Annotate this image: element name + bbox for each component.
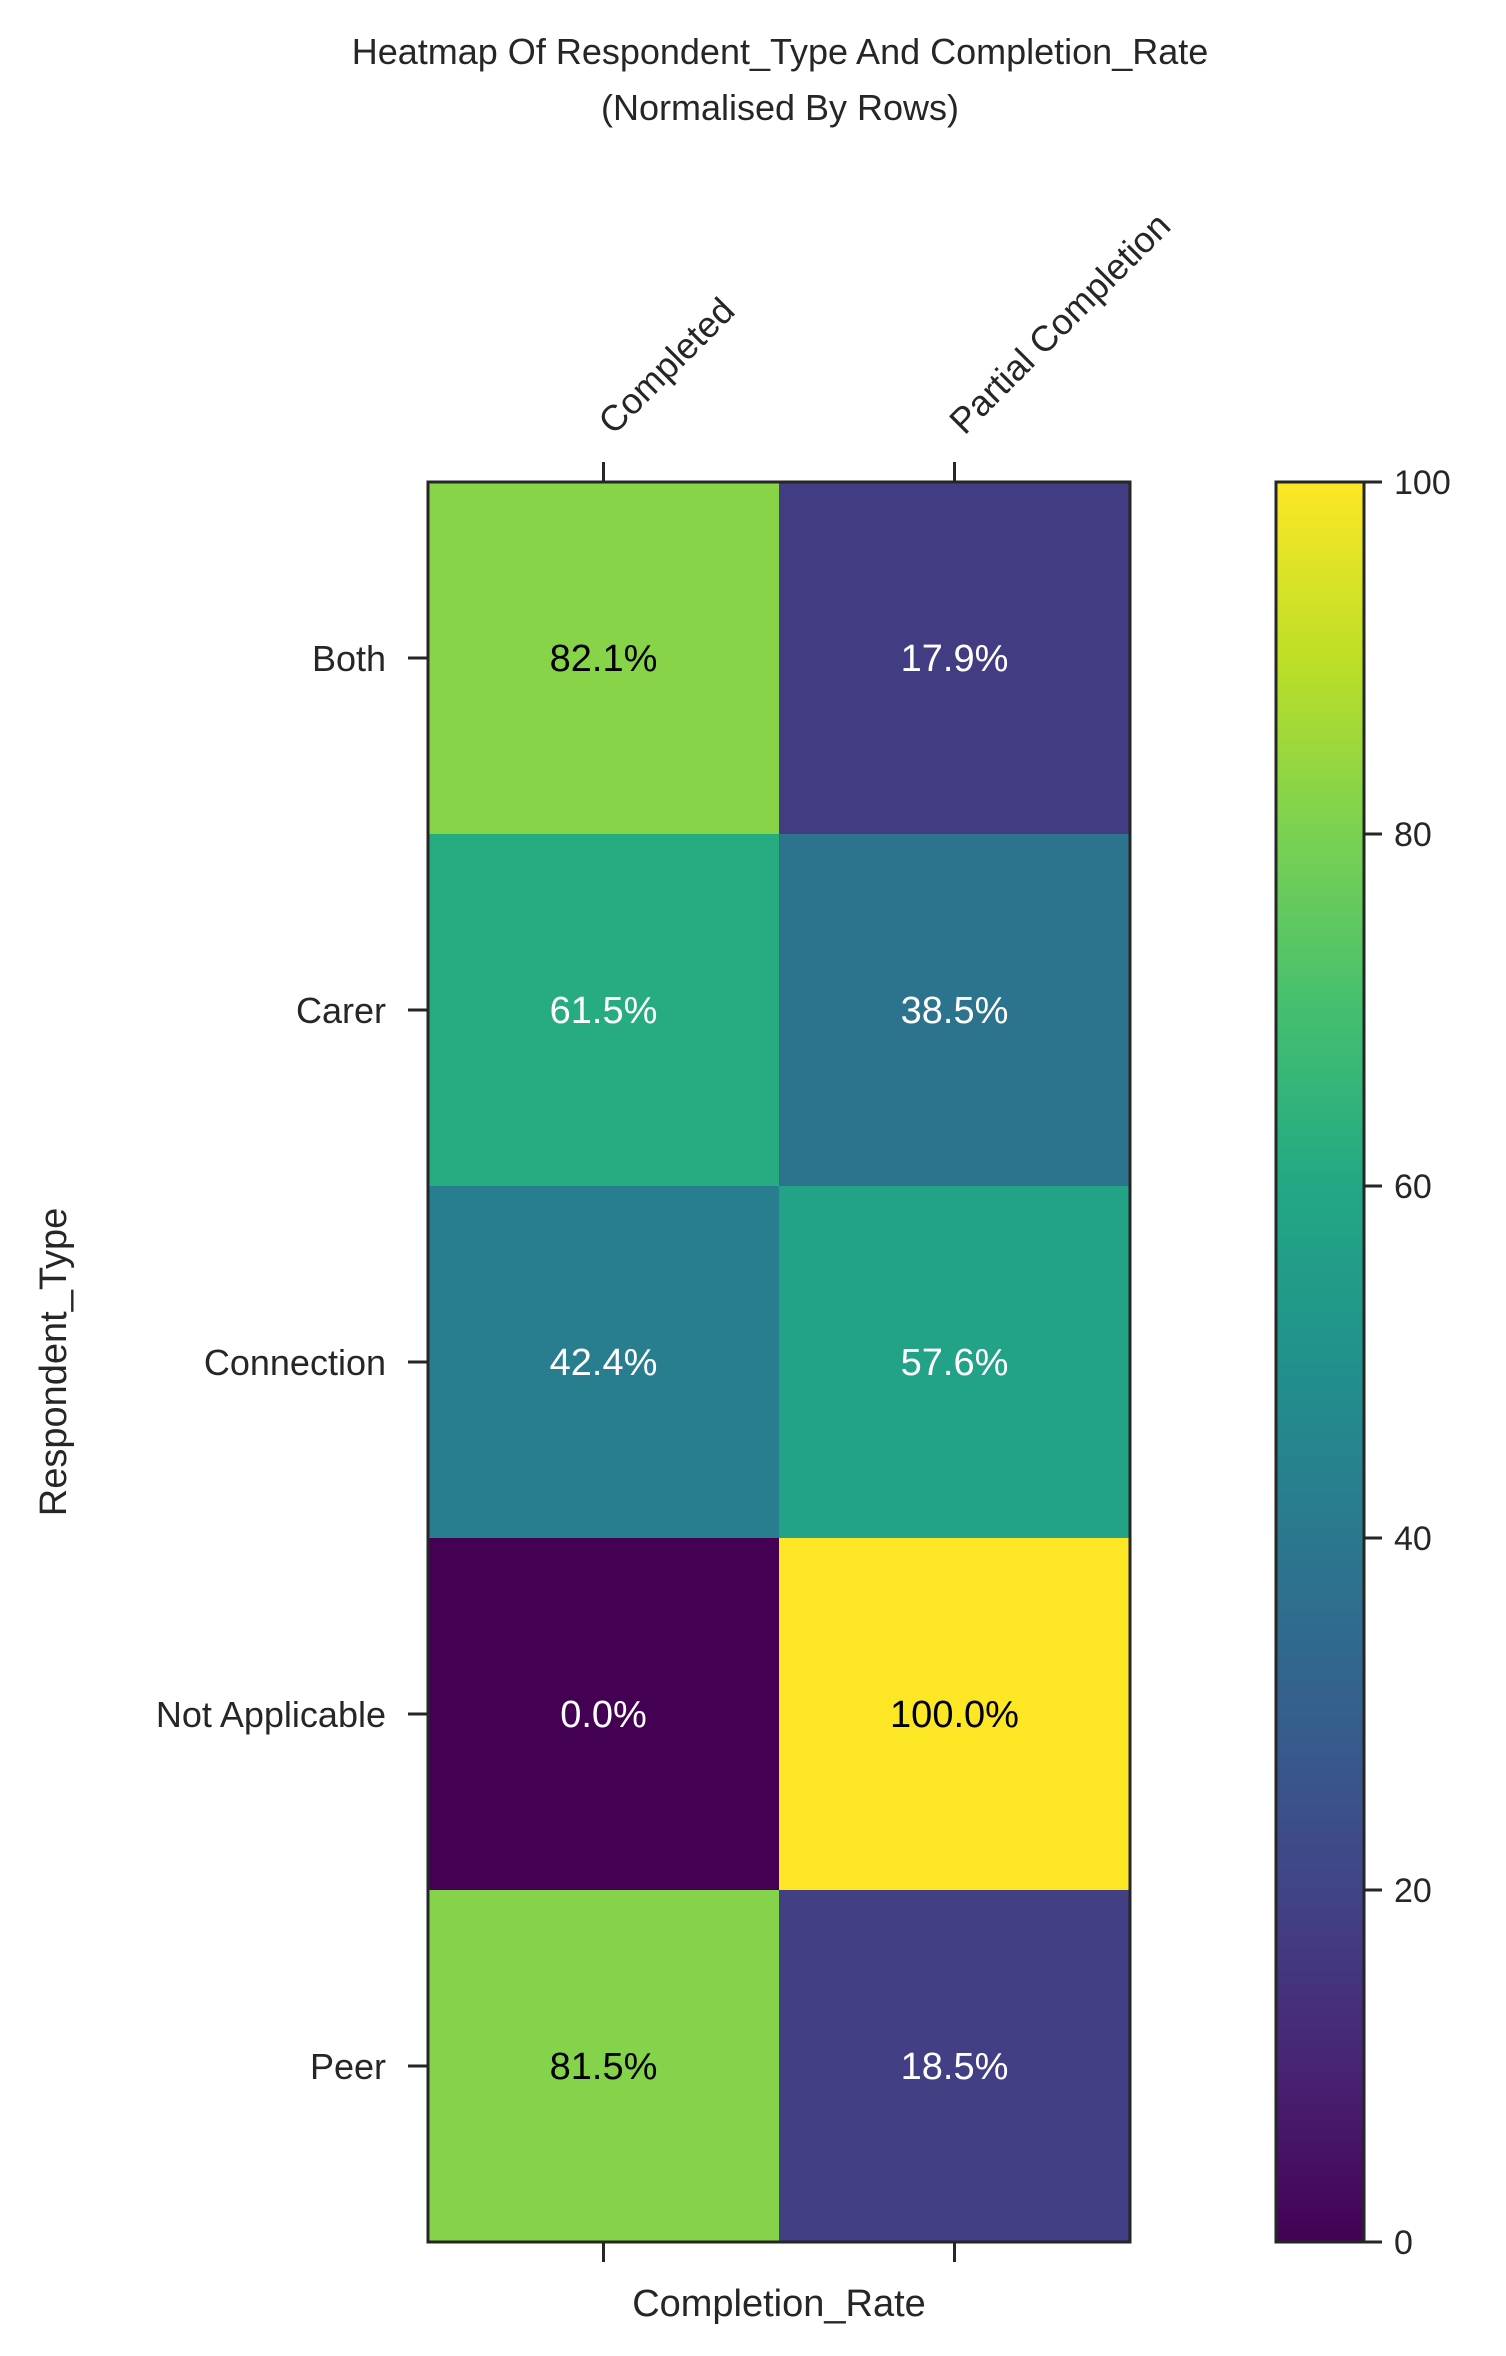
cell-value-label: 100.0% — [890, 1694, 1019, 1736]
heatmap-cell — [428, 482, 780, 835]
cell-value-label: 57.6% — [901, 1342, 1009, 1384]
y-axis-ticks: Both Carer Connection Not Applicable Peer — [156, 638, 428, 2087]
y-tick-label: Peer — [310, 2046, 386, 2087]
colorbar-tick-label: 80 — [1394, 816, 1432, 854]
y-tick-label: Carer — [296, 990, 386, 1031]
colorbar-ticks: 0 20 40 60 80 100 — [1364, 464, 1451, 2262]
colorbar-tick-label: 40 — [1394, 1520, 1432, 1558]
heatmap-cell — [428, 1186, 780, 1539]
heatmap-cell — [428, 834, 780, 1187]
x-tick-label: Completed — [590, 290, 742, 442]
colorbar — [1274, 480, 1366, 2244]
y-tick-label: Both — [312, 638, 386, 679]
heatmap-cells — [428, 482, 1131, 2243]
x-tick-label: Partial Completion — [941, 205, 1178, 442]
chart-subtitle: (Normalised By Rows) — [601, 87, 959, 128]
heatmap-cell — [428, 1890, 780, 2243]
cell-value-label: 17.9% — [901, 638, 1009, 680]
cell-value-label: 38.5% — [901, 990, 1009, 1032]
y-tick-label: Not Applicable — [156, 1694, 386, 1735]
colorbar-tick-label: 0 — [1394, 2224, 1413, 2262]
cell-value-label: 82.1% — [550, 638, 658, 680]
y-tick-label: Connection — [204, 1342, 386, 1383]
colorbar-tick-label: 20 — [1394, 1872, 1432, 1910]
cell-value-label: 81.5% — [550, 2046, 658, 2088]
chart-title: Heatmap Of Respondent_Type And Completio… — [352, 31, 1209, 72]
cell-value-label: 0.0% — [560, 1694, 647, 1736]
heatmap-cell — [428, 1538, 780, 1891]
x-axis-label: Completion_Rate — [632, 2283, 926, 2325]
heatmap-cell — [779, 1890, 1131, 2243]
heatmap-cell-labels: 82.1% 17.9% 61.5% 38.5% 42.4% 57.6% 0.0% 100.0%… — [550, 638, 1019, 2088]
heatmap-cell — [779, 482, 1131, 835]
cell-value-label: 18.5% — [901, 2046, 1009, 2088]
cell-value-label: 61.5% — [550, 990, 658, 1032]
y-axis-label: Respondent_Type — [33, 1208, 75, 1516]
heatmap-cell — [779, 834, 1131, 1187]
heatmap-cell — [779, 1538, 1131, 1891]
colorbar-tick-label: 60 — [1394, 1168, 1432, 1206]
colorbar-tick-label: 100 — [1394, 464, 1451, 502]
cell-value-label: 42.4% — [550, 1342, 658, 1384]
heatmap-cell — [779, 1186, 1131, 1539]
